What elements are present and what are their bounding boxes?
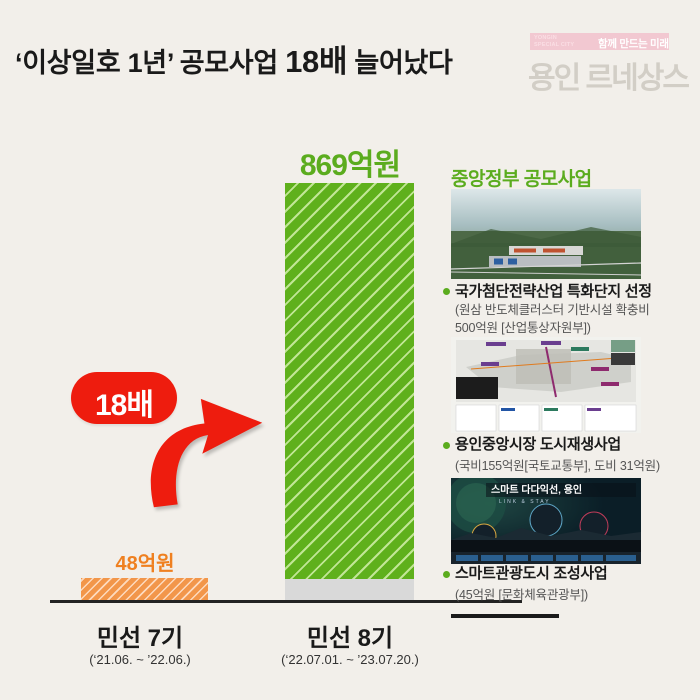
svg-text:스마트 다다익선, 용인: 스마트 다다익선, 용인	[491, 483, 582, 496]
